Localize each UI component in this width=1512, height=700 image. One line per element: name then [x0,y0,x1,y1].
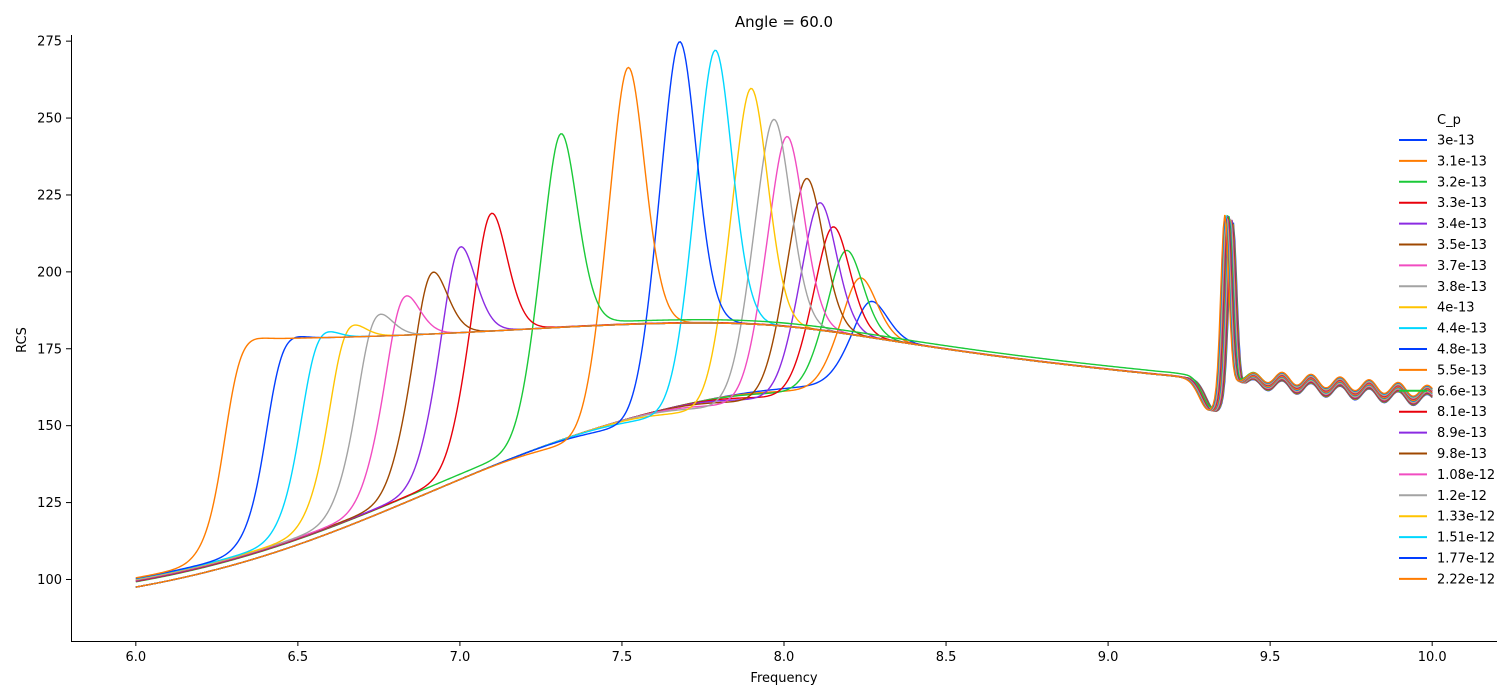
x-tick-label: 7.5 [612,650,633,665]
x-tick-label: 6.0 [125,650,146,665]
y-tick-label: 150 [37,419,62,434]
legend-entry-label: 4.4e-13 [1437,322,1487,337]
legend-entry-label: 9.8e-13 [1437,447,1487,462]
legend: C_p 3e-13 3.1e-13 3.2e-13 3.3e-13 3.4e-13 3.5… [1399,113,1495,587]
x-tick-label: 8.5 [936,650,957,665]
y-tick-label: 275 [37,35,62,50]
legend-entry-label: 1.51e-12 [1437,531,1495,546]
series-line [135,215,1433,581]
y-tick-label: 225 [37,188,62,203]
chart-title: Angle = 60.0 [735,13,833,31]
x-tick-label: 8.0 [774,650,795,665]
legend-entry-label: 3.1e-13 [1437,154,1487,169]
legend-entry-label: 1.77e-12 [1437,552,1495,567]
legend-entry-label: 3.3e-13 [1437,196,1487,211]
series-line [135,201,1433,588]
legend-entry-label: 3.8e-13 [1437,280,1487,295]
legend-entry-label: 6.6e-13 [1437,384,1487,399]
y-tick-label: 100 [37,573,62,588]
series-lines [135,41,1433,588]
x-tick-label: 9.5 [1260,650,1281,665]
legend-entry-label: 2.22e-12 [1437,572,1495,587]
series-line [135,216,1433,582]
x-axis-label: Frequency [750,671,817,686]
legend-entry-label: 8.1e-13 [1437,405,1487,420]
legend-entry-label: 8.9e-13 [1437,426,1487,441]
legend-entry-label: 4.8e-13 [1437,343,1487,358]
legend-entry-label: 3.5e-13 [1437,238,1487,253]
y-axis-label: RCS [15,327,30,353]
x-tick-label: 7.0 [450,650,471,665]
y-axis-ticks: 100 125 150 175 200 225 250 275 [37,35,71,588]
legend-entry-label: 3.4e-13 [1437,217,1487,232]
x-tick-label: 6.5 [288,650,309,665]
y-tick-label: 250 [37,112,62,127]
legend-entry-label: 3.7e-13 [1437,259,1487,274]
x-tick-label: 10.0 [1418,650,1447,665]
legend-entry-label: 3e-13 [1437,134,1475,149]
legend-entry-label: 4e-13 [1437,301,1475,316]
legend-title: C_p [1437,113,1461,128]
legend-entry-label: 1.33e-12 [1437,510,1495,525]
y-tick-label: 200 [37,265,62,280]
x-tick-label: 9.0 [1098,650,1119,665]
series-line [135,216,1433,579]
series-line [135,214,1433,579]
x-axis-ticks: 6.0 6.5 7.0 7.5 8.0 8.5 9.0 9.5 10.0 [125,641,1447,665]
legend-entry-label: 1.08e-12 [1437,468,1495,483]
legend-entry-label: 3.2e-13 [1437,175,1487,190]
y-tick-label: 125 [37,496,62,511]
legend-entry-label: 1.2e-12 [1437,489,1487,504]
legend-entry-label: 5.5e-13 [1437,363,1487,378]
y-tick-label: 175 [37,342,62,357]
